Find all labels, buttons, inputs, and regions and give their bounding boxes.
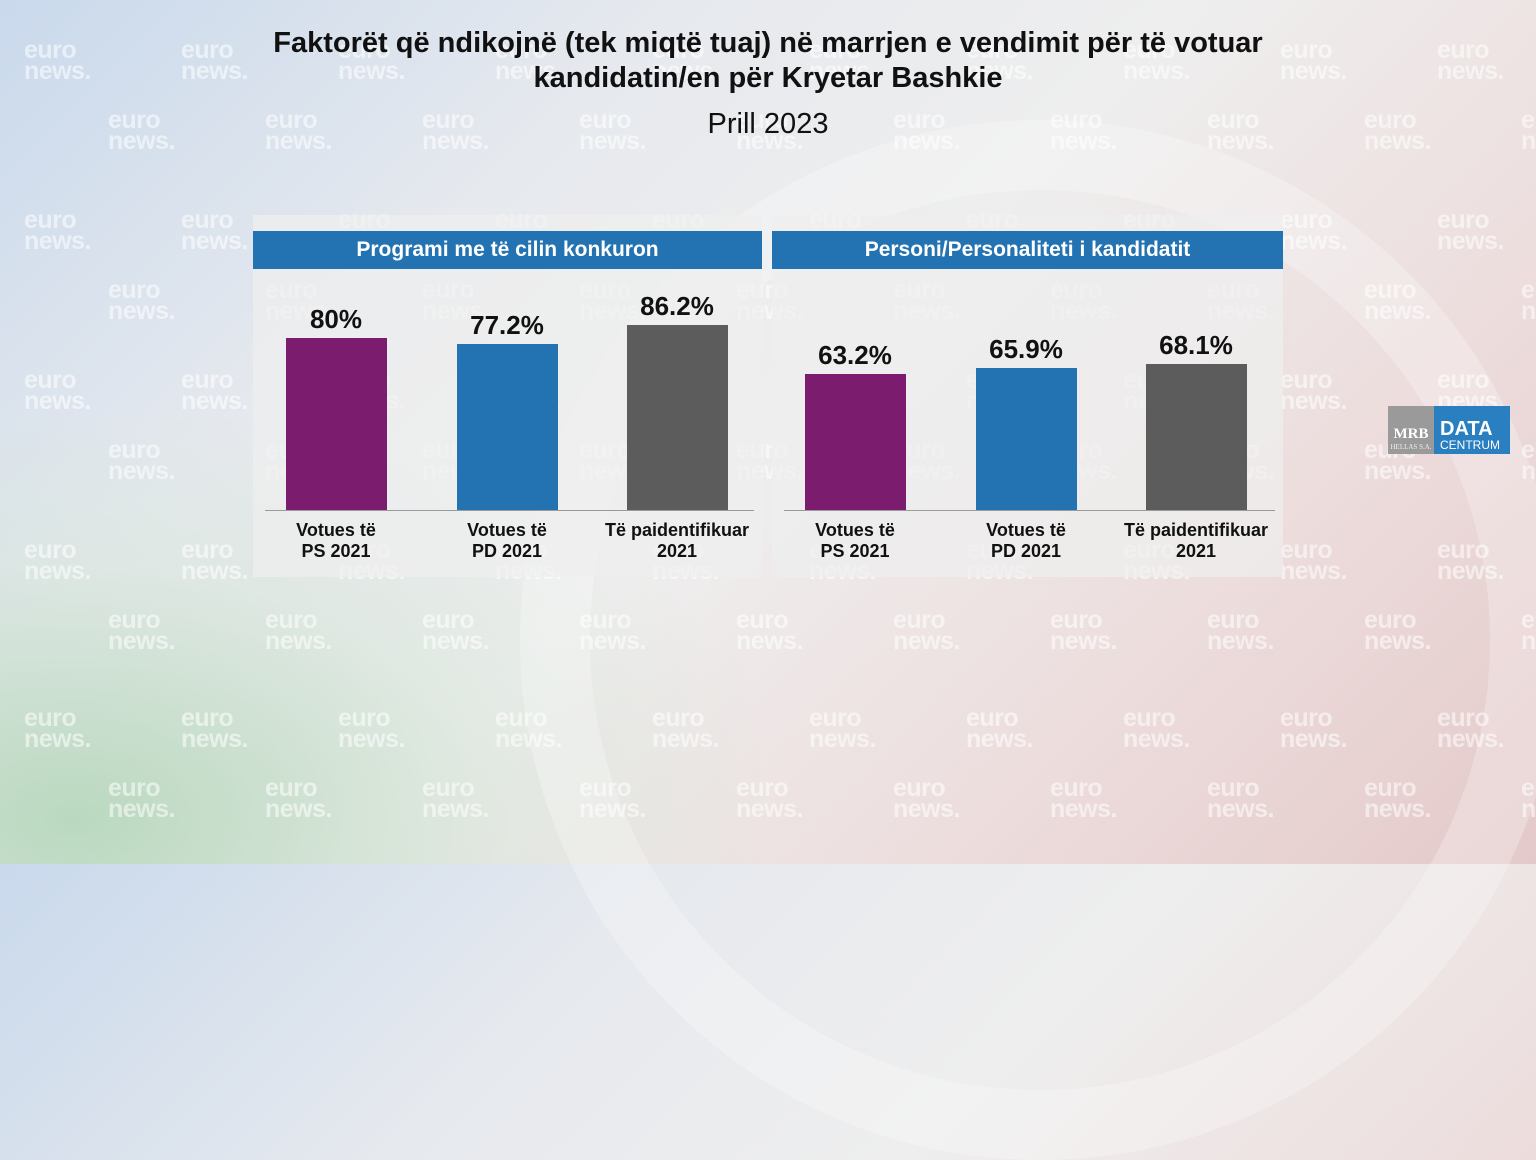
- euronews-watermark: euro news.: [1521, 606, 1536, 655]
- mrb-datacentrum-logo: MRB HELLAS S.A. DATA CENTRUM: [1388, 406, 1510, 454]
- euronews-watermark: euro news.: [1364, 774, 1431, 823]
- bar-value-label: 77.2%: [470, 310, 544, 341]
- euronews-watermark: euro news.: [652, 704, 719, 753]
- euronews-watermark: euro news.: [579, 774, 646, 823]
- category-label: Votues të PS 2021: [296, 520, 376, 561]
- euronews-watermark: euro news.: [1280, 704, 1347, 753]
- euronews-watermark: euro news.: [24, 704, 91, 753]
- euronews-watermark: euro news.: [1437, 536, 1504, 585]
- chart-title: Faktorët që ndikojnë (tek miqtë tuaj) në…: [0, 26, 1536, 96]
- euronews-watermark: euro news.: [422, 774, 489, 823]
- euronews-watermark: euro news.: [24, 536, 91, 585]
- chart-panel-programi: Programi me të cilin konkuron 80% Votues …: [253, 215, 762, 577]
- panel-header-programi: Programi me të cilin konkuron: [253, 231, 762, 269]
- euronews-watermark: euro news.: [809, 704, 876, 753]
- euronews-watermark: euro news.: [893, 774, 960, 823]
- euronews-watermark: euro news.: [422, 606, 489, 655]
- category-label: Të paidentifikuar 2021: [604, 520, 750, 561]
- axis-line: [784, 510, 1275, 511]
- category-label: Të paidentifikuar 2021: [1123, 520, 1269, 561]
- bar-pd: [976, 368, 1077, 510]
- euronews-watermark: euro news.: [108, 436, 175, 485]
- panel-header-personi: Personi/Personaliteti i kandidatit: [772, 231, 1283, 269]
- euronews-watermark: euro news.: [1050, 606, 1117, 655]
- euronews-watermark: euro news.: [1207, 606, 1274, 655]
- bar-value-label: 86.2%: [640, 290, 714, 321]
- euronews-watermark: euro news.: [495, 704, 562, 753]
- euronews-watermark: euro news.: [1437, 206, 1504, 255]
- bar-value-label: 68.1%: [1159, 329, 1233, 360]
- category-label: Votues të PS 2021: [815, 520, 895, 561]
- bar-paidentifikuar: [627, 324, 728, 510]
- axis-line: [265, 510, 754, 511]
- euronews-watermark: euro news.: [181, 206, 248, 255]
- chart-panel-personi: Personi/Personaliteti i kandidatit 63.2%…: [772, 215, 1283, 577]
- euronews-watermark: euro news.: [265, 606, 332, 655]
- euronews-watermark: euro news.: [1521, 774, 1536, 823]
- euronews-watermark: euro news.: [1280, 206, 1347, 255]
- euronews-watermark: euro news.: [338, 704, 405, 753]
- euronews-watermark: euro news.: [1280, 366, 1347, 415]
- bar-ps: [286, 338, 387, 510]
- euronews-watermark: euro news.: [736, 774, 803, 823]
- euronews-watermark: euro news.: [893, 606, 960, 655]
- euronews-watermark: euro news.: [1364, 276, 1431, 325]
- euronews-watermark: euro news.: [24, 206, 91, 255]
- euronews-watermark: euro news.: [1364, 606, 1431, 655]
- euronews-watermark: euro news.: [1280, 536, 1347, 585]
- bar-ps: [805, 374, 906, 510]
- bar-pd: [457, 344, 558, 510]
- category-label: Votues të PD 2021: [986, 520, 1066, 561]
- euronews-watermark: euro news.: [1437, 704, 1504, 753]
- euronews-watermark: euro news.: [181, 366, 248, 415]
- datacentrum-logo-data: DATA: [1440, 418, 1493, 440]
- chart-title-line2: kandidatin/en për Kryetar Bashkie: [533, 62, 1003, 94]
- euronews-watermark: euro news.: [108, 774, 175, 823]
- euronews-watermark: euro news.: [736, 606, 803, 655]
- datacentrum-logo: DATA CENTRUM: [1434, 406, 1510, 454]
- bar-value-label: 65.9%: [989, 334, 1063, 365]
- euronews-watermark: euro news.: [108, 606, 175, 655]
- euronews-watermark: euro news.: [265, 774, 332, 823]
- mrb-logo-subtext: HELLAS S.A.: [1390, 443, 1432, 451]
- bar-value-label: 63.2%: [818, 340, 892, 371]
- euronews-watermark: euro news.: [181, 704, 248, 753]
- euronews-watermark: euro news.: [108, 276, 175, 325]
- chart-title-line1: Faktorët që ndikojnë (tek miqtë tuaj) në…: [273, 27, 1263, 59]
- datacentrum-logo-centrum: CENTRUM: [1440, 438, 1500, 452]
- euronews-watermark: euro news.: [24, 366, 91, 415]
- mrb-logo-text: MRB: [1393, 426, 1429, 442]
- euronews-watermark: euro news.: [579, 606, 646, 655]
- euronews-watermark: euro news.: [181, 536, 248, 585]
- euronews-watermark: euro news.: [1207, 774, 1274, 823]
- euronews-watermark: euro news.: [1521, 276, 1536, 325]
- chart-subtitle: Prill 2023: [707, 108, 829, 140]
- euronews-watermark: euro news.: [1050, 774, 1117, 823]
- euronews-watermark: euro news.: [1123, 704, 1190, 753]
- bar-paidentifikuar: [1146, 363, 1247, 510]
- bar-value-label: 80%: [309, 304, 363, 334]
- euronews-watermark: euro news.: [1521, 436, 1536, 485]
- category-label: Votues të PD 2021: [467, 520, 547, 561]
- mrb-logo: MRB HELLAS S.A.: [1388, 406, 1434, 454]
- euronews-watermark: euro news.: [966, 704, 1033, 753]
